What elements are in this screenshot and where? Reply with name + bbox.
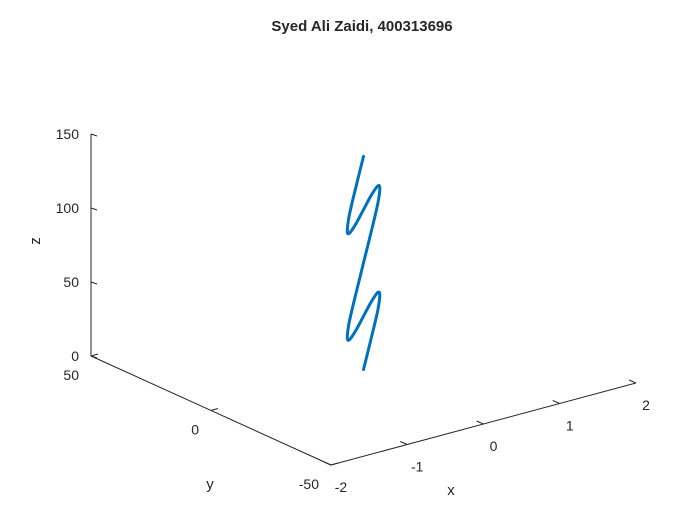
z-axis-label: z [27,237,44,245]
y-tick-label: 0 [191,422,199,438]
x-tick-label: 0 [490,438,498,454]
z-tick-label: 0 [71,348,79,364]
y-tick [90,353,99,357]
z-tick [90,281,98,285]
ticks-group [90,133,637,466]
z-tick-label: 50 [63,274,79,290]
x-tick [476,420,484,425]
y-tick [210,408,219,411]
x-tick [400,441,408,445]
x-tick [323,461,332,466]
y-tick [330,462,339,466]
chart-title: Syed Ali Zaidi, 400313696 [271,18,452,35]
z-tick-label: 150 [56,126,80,142]
y-tick-label: -50 [299,476,319,492]
z-tick [90,355,98,359]
x-tick-label: -1 [411,459,424,475]
y-axis-label: y [206,476,214,493]
x-tick-label: 1 [566,418,574,434]
x-tick [628,379,637,384]
x-tick [552,400,560,404]
x-tick-label: -2 [335,479,348,495]
series-line [345,154,382,371]
y-tick-label: 50 [63,367,79,383]
x-tick-label: 2 [642,397,650,413]
axes-group [90,134,637,466]
tick-labels-group: -2 -1 0 1 2 -50 0 50 0 50 100 150 [56,126,650,495]
z-tick-label: 100 [56,200,80,216]
z-tick [90,207,98,211]
z-tick [90,133,98,137]
x-axis-label: x [447,482,455,499]
